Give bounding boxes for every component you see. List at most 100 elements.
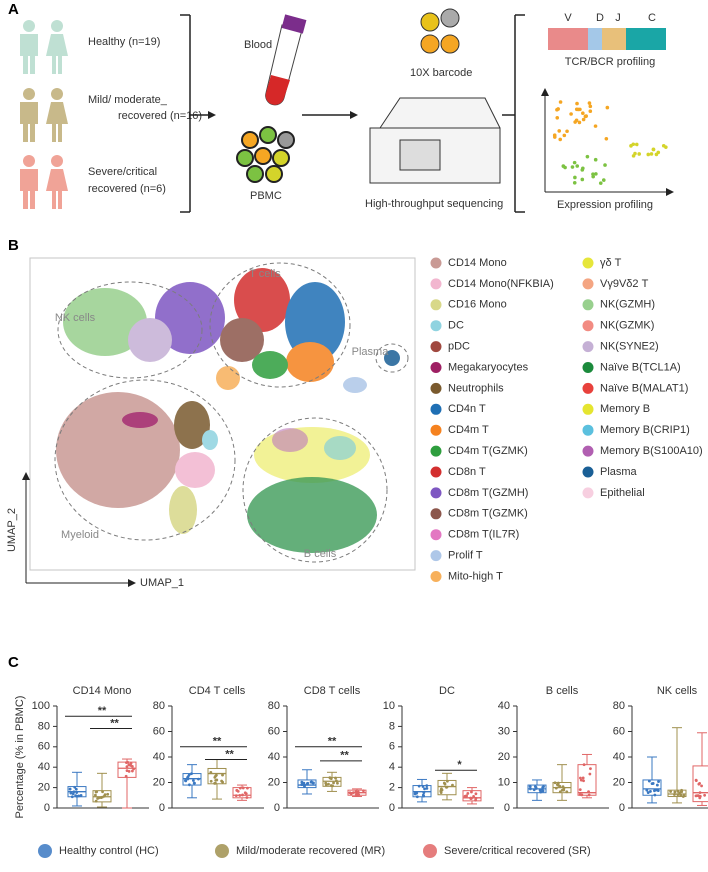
- jitter-dot: [332, 781, 335, 785]
- jitter-dot: [415, 795, 419, 799]
- jitter-dot: [209, 771, 213, 774]
- jitter-dot: [651, 782, 655, 785]
- jitter-dot: [94, 799, 98, 803]
- y-tick-label: 0: [619, 802, 625, 814]
- jitter-dot: [694, 778, 698, 782]
- jitter-dot: [300, 780, 304, 784]
- jitter-dot: [673, 793, 676, 796]
- legend-label: Mild/moderate recovered (MR): [236, 845, 385, 857]
- legend-label: CD4m T(GZMK): [448, 445, 528, 457]
- jitter-dot: [422, 791, 426, 795]
- segment-label: V: [564, 12, 572, 24]
- jitter-dot: [587, 793, 591, 797]
- dot: [577, 120, 582, 125]
- dot: [603, 163, 607, 167]
- legend-label: Healthy control (HC): [59, 845, 159, 857]
- sig-label: **: [328, 736, 337, 748]
- dot: [637, 152, 641, 156]
- person-icon: [46, 34, 68, 74]
- label: Expression profiling: [557, 199, 653, 211]
- y-tick-label: 10: [383, 700, 395, 712]
- jitter-dot: [238, 786, 242, 790]
- legend-label: Naïve B(TCL1A): [600, 361, 681, 373]
- dot: [575, 101, 579, 106]
- jitter-dot: [244, 792, 248, 795]
- cell-icon: [241, 131, 259, 149]
- jitter-dot: [579, 776, 582, 780]
- dot: [581, 166, 585, 171]
- y-tick-label: 0: [389, 802, 395, 814]
- jitter-dot: [647, 779, 651, 783]
- jitter-dot: [335, 779, 338, 783]
- cell-icon: [272, 149, 290, 167]
- dot: [581, 117, 586, 122]
- jitter-dot: [421, 785, 425, 788]
- jitter-dot: [472, 795, 476, 798]
- jitter-dot: [214, 773, 218, 777]
- dot: [601, 178, 606, 182]
- person-icon: [51, 155, 63, 167]
- jitter-dot: [132, 767, 136, 771]
- jitter-dot: [238, 794, 242, 797]
- blob: [272, 428, 308, 452]
- legend-label: CD14 Mono: [448, 257, 507, 269]
- jitter-dot: [466, 792, 470, 795]
- jitter-dot: [68, 787, 72, 791]
- y-tick-label: 2: [389, 782, 395, 794]
- dot: [631, 142, 636, 147]
- jitter-dot: [356, 790, 360, 794]
- jitter-dot: [221, 780, 225, 784]
- jitter-dot: [698, 791, 702, 795]
- dot: [661, 143, 666, 148]
- label: Mild/ moderate_: [88, 94, 168, 106]
- arrow-head: [541, 88, 549, 96]
- jitter-dot: [331, 784, 334, 788]
- jitter-dot: [209, 779, 213, 783]
- cluster-label: Myeloid: [61, 529, 99, 541]
- jitter-dot: [533, 785, 537, 789]
- vdj-segment: [548, 28, 588, 50]
- dot: [585, 154, 590, 159]
- legend-label: CD8m T(IL7R): [448, 529, 519, 541]
- person-icon: [20, 34, 38, 74]
- label: Blood: [244, 39, 272, 51]
- dot: [558, 100, 563, 104]
- jitter-dot: [74, 794, 78, 798]
- jitter-dot: [351, 791, 355, 794]
- umap-frame: [29, 257, 416, 571]
- dot: [633, 151, 637, 156]
- legend-label: NK(GZMK): [600, 320, 654, 332]
- y-tick-label: 20: [498, 751, 510, 763]
- y-tick-label: 0: [504, 802, 510, 814]
- jitter-dot: [540, 788, 544, 791]
- jitter-dot: [553, 781, 557, 785]
- chart-title: NK cells: [657, 685, 698, 697]
- dot: [646, 152, 651, 157]
- dot: [573, 175, 577, 180]
- jitter-dot: [700, 784, 703, 788]
- jitter-dot: [106, 792, 110, 796]
- legend-swatch: [582, 487, 594, 499]
- blob: [324, 436, 356, 460]
- legend-label: Prolif T: [448, 550, 483, 562]
- legend-swatch: [38, 844, 52, 858]
- person-icon: [23, 155, 35, 167]
- jitter-dot: [558, 790, 562, 794]
- dot: [572, 160, 577, 165]
- blob: [63, 288, 147, 356]
- jitter-dot: [654, 788, 658, 792]
- blob: [174, 401, 210, 449]
- cluster-label: B cells: [304, 548, 337, 560]
- segment-label: J: [615, 12, 621, 24]
- blob: [286, 342, 334, 382]
- jitter-dot: [529, 787, 532, 791]
- jitter-dot: [669, 790, 673, 793]
- legend-swatch: [582, 382, 594, 394]
- jitter-dot: [694, 794, 698, 798]
- jitter-dot: [69, 791, 73, 795]
- jitter-dot: [300, 783, 304, 787]
- dot: [561, 164, 566, 168]
- jitter-dot: [578, 788, 582, 792]
- y-tick-label: 80: [38, 720, 50, 732]
- legend-swatch: [430, 382, 442, 394]
